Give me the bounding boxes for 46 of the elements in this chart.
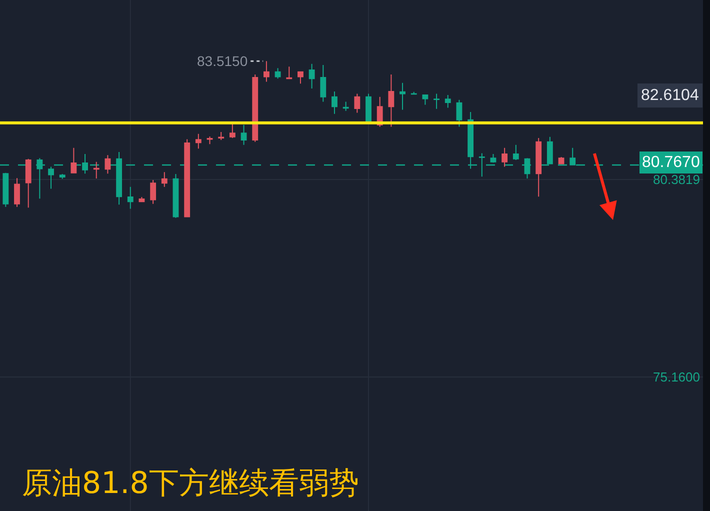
candlestick	[558, 156, 564, 164]
candlestick	[298, 71, 304, 84]
candlestick	[320, 64, 326, 102]
candlestick	[252, 74, 258, 142]
candlestick	[104, 154, 111, 174]
candlestick	[229, 124, 236, 139]
ref-line-label: 80.7670	[642, 154, 700, 171]
candlestick	[70, 147, 77, 174]
candlestick	[354, 93, 360, 114]
candlestick	[127, 186, 134, 210]
candlestick	[218, 132, 224, 140]
y-tick-label: 80.3819	[653, 172, 700, 188]
candlestick	[48, 166, 54, 190]
candlestick	[422, 94, 428, 106]
candlestick	[536, 138, 542, 198]
annotation: 82.6104	[641, 87, 699, 104]
candlestick	[195, 133, 202, 150]
annotation: 83.5150	[197, 53, 248, 69]
candlestick	[93, 161, 100, 180]
candlestick	[512, 144, 519, 160]
candlestick	[161, 172, 168, 188]
candlestick	[59, 173, 66, 180]
candlestick	[342, 101, 349, 112]
candlestick	[150, 180, 156, 204]
candlestick	[274, 68, 281, 80]
candlestick	[400, 82, 406, 110]
candlestick	[308, 63, 315, 90]
candlestick	[206, 136, 213, 145]
candlestick	[444, 94, 451, 108]
candlestick	[14, 178, 20, 208]
candlestick	[332, 91, 338, 114]
candlestick	[184, 138, 190, 218]
candlestick	[264, 60, 270, 82]
candlestick	[240, 124, 247, 146]
candlestick	[502, 147, 508, 168]
candlestick	[286, 66, 292, 80]
candlestick	[172, 173, 179, 218]
candlestick	[388, 74, 394, 128]
annotation: 原油81.8下方继续看弱势	[22, 466, 359, 501]
candlestick	[434, 93, 440, 110]
candlestick	[456, 99, 462, 128]
candlestick	[2, 172, 9, 208]
y-tick-label: 75.1600	[653, 370, 700, 385]
candlestick	[490, 153, 496, 164]
candlestick	[25, 158, 32, 208]
candlestick	[478, 152, 485, 178]
